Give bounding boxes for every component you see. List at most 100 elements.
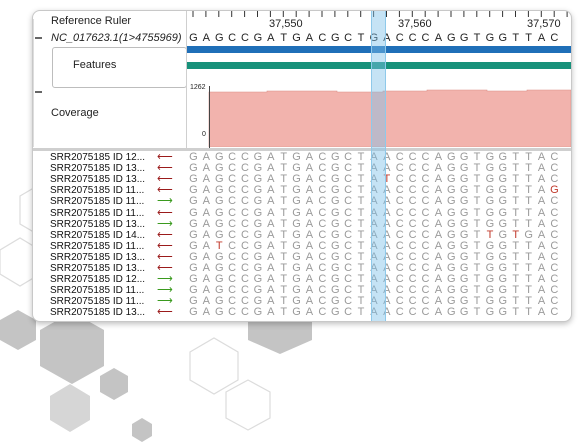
read-base: C — [344, 262, 353, 274]
feature-track-bar[interactable] — [187, 46, 571, 53]
read-base: C — [318, 162, 327, 175]
read-base: G — [253, 184, 263, 197]
read-base: G — [498, 173, 508, 186]
read-base: C — [395, 151, 404, 163]
read-base: G — [292, 206, 301, 219]
read-base: C — [344, 250, 353, 263]
read-base: G — [550, 184, 559, 197]
read-base: C — [421, 151, 430, 163]
read-base: A — [267, 151, 275, 163]
read-row[interactable]: SRR2075185 ID 11... ⟶ G A G C C G A T G A C G C T A A C C C A… — [33, 195, 571, 208]
reverse-strand-arrow-icon: ⟵ — [157, 250, 173, 263]
read-row[interactable]: SRR2075185 ID 11... ⟵ G A G C C G A T G A C G C T A A C C C A… — [33, 206, 571, 219]
read-row[interactable]: SRR2075185 ID 12... ⟶ G A G C C G A T G A C G C T A A C C C A… — [33, 273, 571, 286]
read-base: A — [267, 284, 275, 297]
read-base: C — [344, 295, 353, 308]
read-row[interactable]: SRR2075185 ID 13... ⟵ G A G C C G A T G A C G C T A A C C C A… — [33, 250, 571, 263]
read-row[interactable]: SRR2075185 ID 13... ⟵ G A G C C G A T G A C G C T A T C C C A… — [33, 173, 571, 186]
read-base: C — [318, 273, 327, 286]
read-base: A — [537, 173, 546, 186]
read-base: A — [537, 295, 546, 308]
read-base: C — [241, 151, 249, 163]
reference-base: T — [473, 32, 481, 44]
read-base: C — [421, 250, 430, 263]
read-base: G — [214, 184, 224, 197]
read-base: C — [550, 295, 559, 308]
track-header-divider[interactable] — [186, 11, 187, 149]
read-base: A — [434, 184, 443, 197]
read-base: G — [253, 195, 263, 208]
read-base: G — [485, 284, 495, 297]
collapse-reference-button[interactable] — [35, 37, 42, 39]
read-base: C — [408, 217, 417, 230]
read-row[interactable]: SRR2075185 ID 12... ⟵ G A G C C G A T G A C G C T A A C C C A… — [33, 151, 571, 163]
read-base: C — [408, 262, 417, 274]
read-base: C — [421, 184, 430, 197]
read-name: SRR2075185 ID 13... — [50, 174, 146, 186]
read-base: C — [550, 306, 559, 319]
reverse-strand-arrow-icon: ⟵ — [157, 162, 173, 175]
read-row[interactable]: SRR2075185 ID 11... ⟶ G A G C C G A T G A C G C T A A C C C A… — [33, 284, 571, 297]
read-base: G — [330, 262, 340, 274]
read-base: T — [280, 306, 288, 319]
read-row[interactable]: SRR2075185 ID 11... ⟶ G A G C C G A T G A C G C T A A C C C A… — [33, 295, 571, 308]
read-base: G — [330, 151, 340, 163]
read-row[interactable]: SRR2075185 ID 11... ⟵ G A G C C G A T G A C G C T A A C C C A… — [33, 184, 571, 197]
read-base: G — [498, 228, 508, 241]
read-base: T — [280, 217, 288, 230]
read-base: A — [305, 273, 314, 286]
read-base: G — [446, 162, 456, 175]
reference-base: C — [395, 32, 404, 44]
read-row[interactable]: SRR2075185 ID 14... ⟵ G A G C C G A T G A C G C T A A C C C A… — [33, 228, 571, 241]
read-row[interactable]: SRR2075185 ID 13... ⟵ G A G C C G A T G A C G C T A A C C C A… — [33, 162, 571, 175]
tracks-reads-splitter[interactable] — [33, 148, 571, 151]
read-base: C — [228, 273, 237, 286]
reverse-strand-arrow-icon: ⟵ — [157, 306, 173, 319]
read-row[interactable]: SRR2075185 ID 13... ⟶ G A G C C G A T G A C G C T A A C C C A… — [33, 217, 571, 230]
read-base: A — [305, 206, 314, 219]
read-base: T — [357, 239, 365, 252]
read-base: G — [214, 162, 224, 175]
read-base: T — [512, 184, 520, 197]
read-base: C — [318, 228, 327, 241]
read-base: C — [408, 151, 417, 163]
read-base: T — [357, 284, 365, 297]
read-base: T — [512, 273, 520, 286]
ruler-tick-label: 37,550 — [269, 18, 303, 30]
reverse-strand-arrow-icon: ⟵ — [157, 262, 173, 274]
read-name: SRR2075185 ID 11... — [50, 196, 145, 208]
read-base: G — [446, 250, 456, 263]
read-base: C — [318, 151, 327, 163]
read-base: C — [421, 306, 430, 319]
features-track-header[interactable]: Features — [52, 47, 187, 88]
read-base: C — [395, 195, 404, 208]
read-base: A — [370, 250, 378, 263]
read-base: A — [202, 284, 210, 297]
read-base: G — [292, 217, 301, 230]
read-base: G — [485, 217, 495, 230]
read-base: T — [280, 228, 288, 241]
feature-track-bar[interactable] — [187, 62, 571, 69]
read-base: A — [202, 195, 210, 208]
read-base: A — [383, 228, 391, 241]
read-row[interactable]: SRR2075185 ID 11... ⟵ G A T C C G A T G A C G C T A A C C C A… — [33, 239, 571, 252]
reference-base: A — [537, 32, 546, 44]
read-base: C — [318, 184, 327, 197]
read-base: G — [485, 195, 495, 208]
collapse-features-button[interactable] — [35, 91, 42, 93]
read-row[interactable]: SRR2075185 ID 13... ⟵ G A G C C G A T G A C G C T A A C C C A… — [33, 306, 571, 319]
coverage-max-label: 1262 — [190, 84, 206, 91]
read-row[interactable]: SRR2075185 ID 13... ⟵ G A G C C G A T G A C G C T A A C C C A… — [33, 262, 571, 274]
read-base: A — [370, 228, 378, 241]
read-base: G — [459, 250, 469, 263]
read-base: A — [305, 284, 314, 297]
read-base: C — [421, 262, 430, 274]
read-base: G — [214, 250, 224, 263]
read-base: T — [473, 206, 481, 219]
forward-strand-arrow-icon: ⟶ — [157, 195, 173, 208]
read-base: T — [280, 184, 288, 197]
read-base: A — [434, 151, 443, 163]
read-name: SRR2075185 ID 11... — [50, 185, 145, 197]
